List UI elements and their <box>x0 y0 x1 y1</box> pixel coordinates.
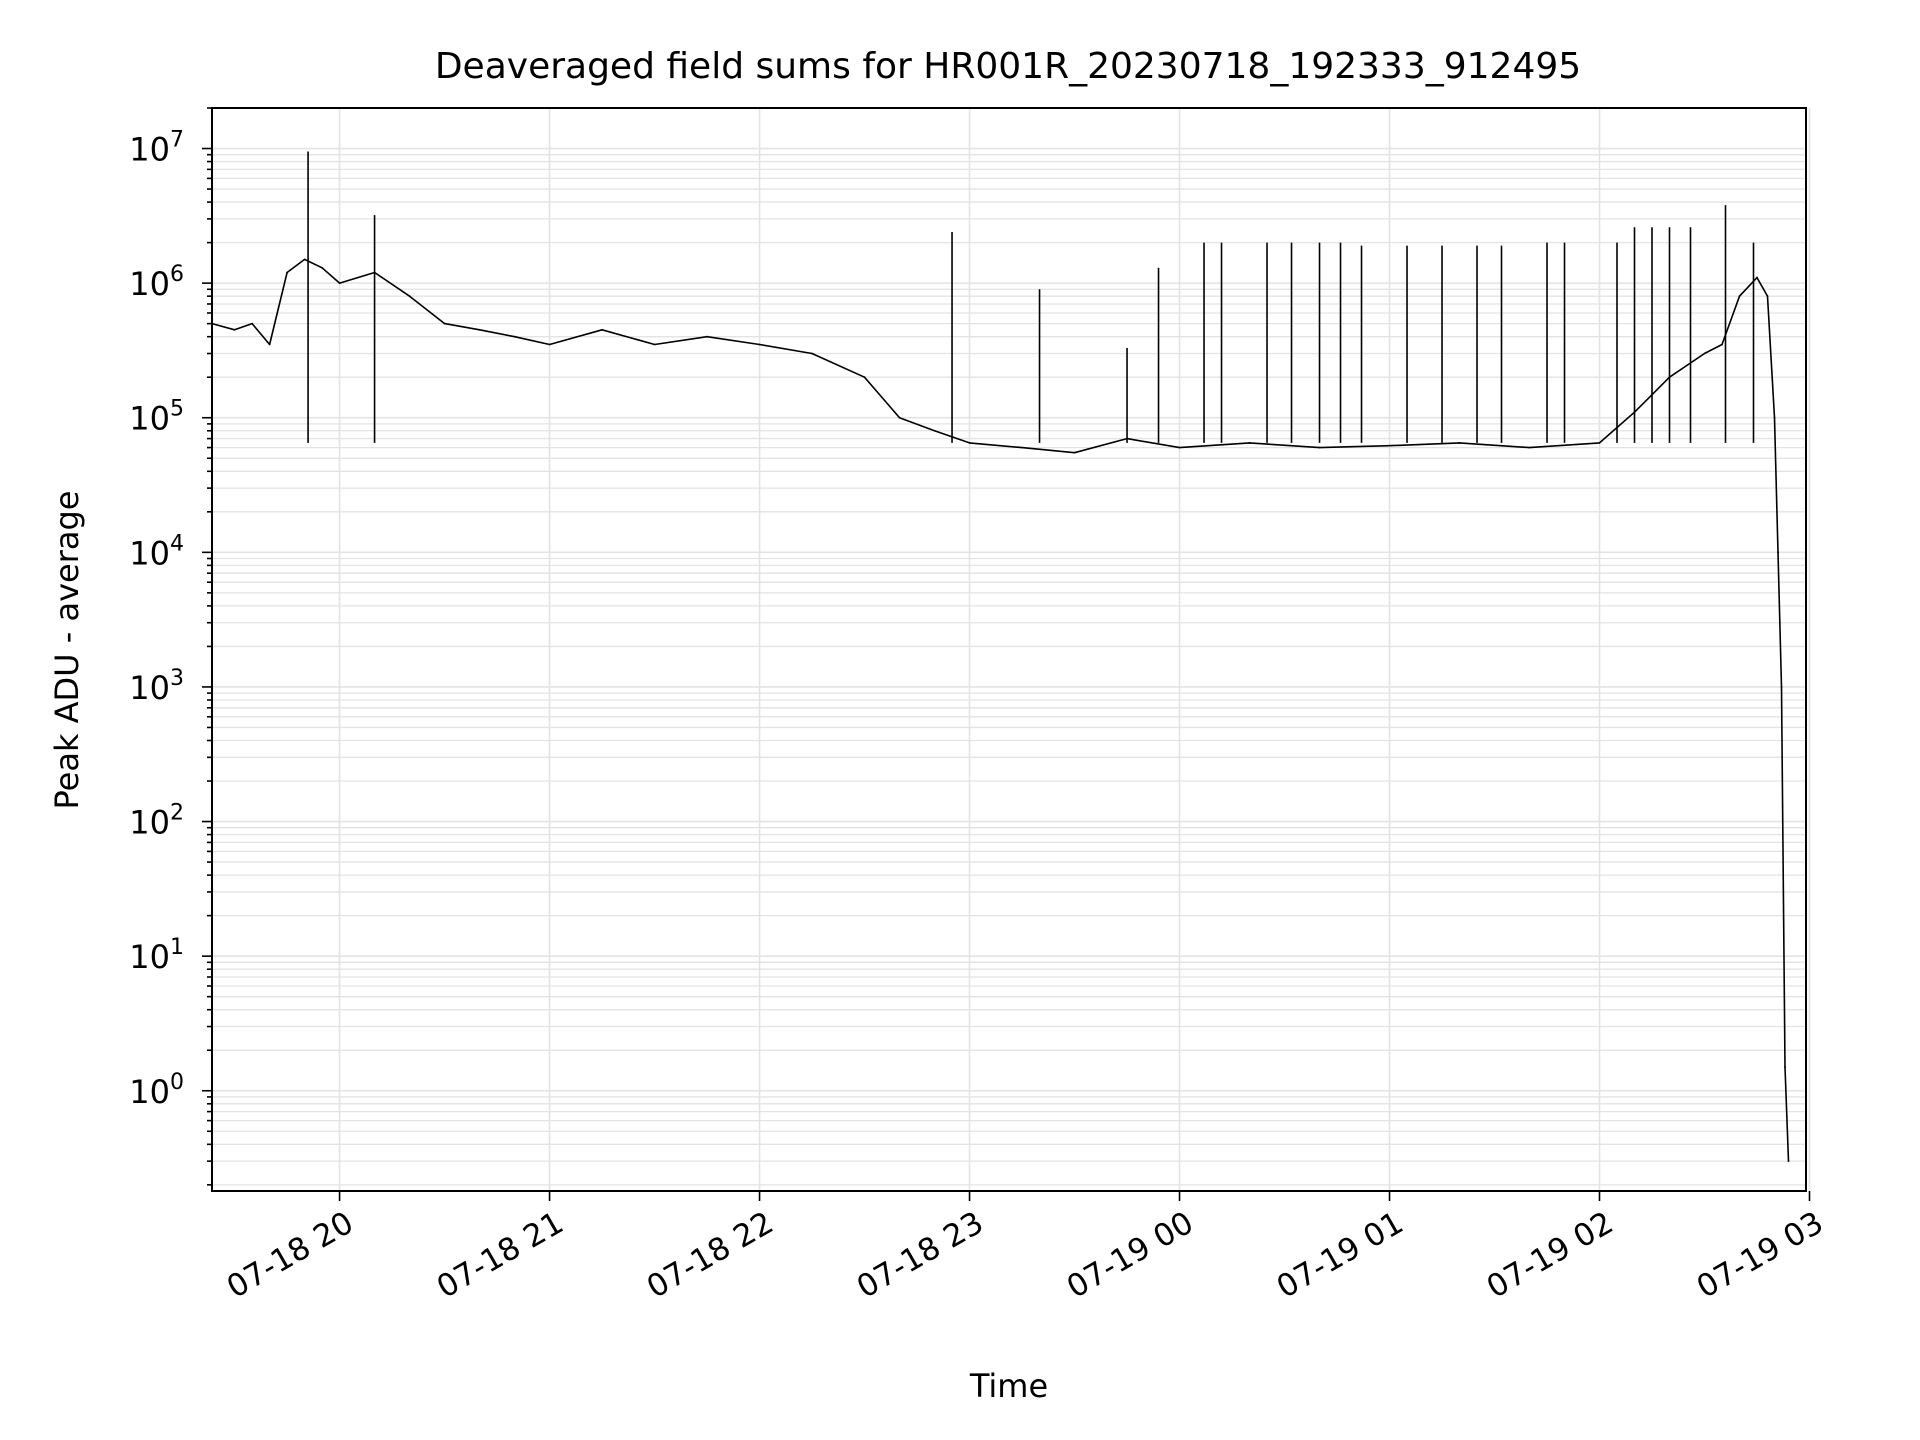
series-point <box>1773 416 1776 419</box>
series-point <box>548 343 551 346</box>
y-tick-exponent: 1 <box>170 935 184 960</box>
y-tick-base: 10 <box>129 400 170 438</box>
y-tick-label: 101 <box>129 935 184 976</box>
series-point <box>513 335 516 338</box>
series-point <box>1766 295 1769 298</box>
y-tick-base: 10 <box>129 534 170 572</box>
plot-frame <box>211 107 1807 1192</box>
series-point <box>758 343 761 346</box>
y-tick-label: 103 <box>129 666 184 707</box>
y-tick-exponent: 2 <box>170 801 184 826</box>
series-point <box>286 271 288 274</box>
series-point <box>1458 442 1461 444</box>
series-point <box>653 343 656 346</box>
series-point <box>268 343 271 346</box>
series-point <box>1787 1160 1790 1163</box>
series-point <box>933 429 936 432</box>
series-point <box>233 328 236 331</box>
y-tick-label: 100 <box>129 1070 184 1111</box>
y-tick-exponent: 7 <box>170 128 184 153</box>
y-tick-base: 10 <box>129 938 170 976</box>
y-tick-base: 10 <box>129 265 170 303</box>
series-point <box>1248 442 1251 444</box>
series-point <box>811 352 813 355</box>
series-point <box>1703 352 1706 355</box>
chart-title: Deaveraged field sums for HR001R_2023071… <box>435 46 1581 87</box>
series-point <box>1178 446 1181 449</box>
series-point <box>1528 446 1531 449</box>
y-tick-exponent: 6 <box>170 262 184 287</box>
series-point <box>1777 551 1779 554</box>
series-point <box>1738 295 1741 298</box>
grid-lines <box>212 107 1811 1191</box>
y-tick-label: 105 <box>129 397 184 438</box>
x-axis-label: Time <box>969 1367 1048 1405</box>
series-point <box>1780 686 1783 688</box>
series-point <box>1598 442 1601 444</box>
y-tick-exponent: 3 <box>170 666 184 691</box>
y-tick-base: 10 <box>129 1073 170 1111</box>
series-point <box>968 442 971 444</box>
series-point <box>321 266 323 269</box>
y-tick-label: 107 <box>129 128 184 169</box>
series-point <box>1021 446 1023 449</box>
y-tick-label: 106 <box>129 262 184 303</box>
series-point <box>1721 343 1723 346</box>
data-series <box>211 151 1790 1163</box>
y-tick-exponent: 4 <box>170 531 184 556</box>
series-point <box>863 376 866 379</box>
y-tick-base: 10 <box>129 669 170 707</box>
series-point <box>338 282 341 285</box>
series-point <box>1784 1066 1786 1068</box>
series-point <box>1388 444 1391 447</box>
series-point <box>251 322 253 325</box>
y-tick-base: 10 <box>129 804 170 842</box>
series-point <box>706 335 708 338</box>
series-point <box>408 295 411 298</box>
y-tick-exponent: 0 <box>170 1070 184 1095</box>
series-point <box>1073 451 1076 454</box>
y-axis-label: Peak ADU - average <box>48 491 86 810</box>
series-point <box>1318 446 1321 449</box>
y-tick-label: 104 <box>129 531 184 572</box>
series-point <box>478 328 481 331</box>
series-point <box>303 258 306 261</box>
series-point <box>443 322 446 325</box>
series-point <box>1756 276 1758 279</box>
series-point <box>601 328 603 331</box>
y-tick-base: 10 <box>129 131 170 169</box>
y-tick-exponent: 5 <box>170 397 184 422</box>
series-point <box>898 416 901 419</box>
y-tick-label: 102 <box>129 801 184 842</box>
